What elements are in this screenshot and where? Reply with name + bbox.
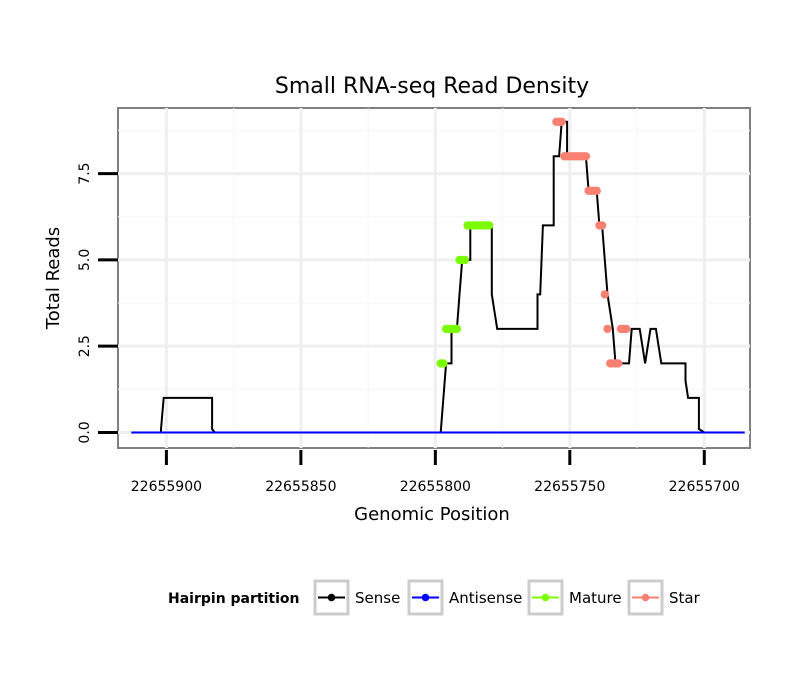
legend-key-marker — [327, 593, 336, 602]
data-point-star — [581, 152, 591, 161]
legend: Hairpin partition Sense Antisense Mature St… — [168, 579, 701, 616]
legend-item-star: Star — [627, 579, 701, 616]
x-tick-label: 22655700 — [669, 479, 740, 495]
axes: 22655900 22655850 22655800 22655750 22655700… — [77, 162, 740, 495]
x-axis-title: Genomic Position — [354, 504, 510, 525]
points-layer — [436, 117, 631, 368]
data-point-mature — [439, 359, 448, 368]
legend-item-antisense: Antisense — [407, 579, 522, 616]
y-tick-label: 2.5 — [77, 335, 93, 357]
data-point-mature — [452, 324, 462, 334]
legend-item-label: Mature — [569, 589, 622, 607]
x-tick-label: 22655800 — [400, 479, 471, 495]
y-tick-label: 7.5 — [77, 162, 93, 184]
legend-item-label: Star — [669, 589, 701, 607]
y-tick-label: 5.0 — [77, 249, 93, 271]
x-tick-label: 22655750 — [534, 479, 605, 495]
data-point-star — [597, 221, 607, 230]
legend-item-label: Sense — [355, 589, 400, 607]
legend-item-mature: Mature — [527, 579, 622, 616]
data-point-star — [592, 186, 601, 195]
legend-title: Hairpin partition — [168, 591, 299, 607]
chart-title: Small RNA-seq Read Density — [275, 74, 589, 99]
legend-key-marker — [421, 593, 430, 602]
data-point-star — [622, 324, 631, 334]
y-tick-label: 0.0 — [77, 421, 93, 443]
data-point-star — [557, 117, 566, 127]
legend-key-marker — [541, 593, 550, 602]
x-tick-label: 22655850 — [265, 479, 336, 495]
data-point-star — [600, 290, 609, 299]
legend-item-sense: Sense — [313, 579, 400, 616]
legend-item-label: Antisense — [449, 589, 522, 607]
y-axis-title: Total Reads — [43, 227, 64, 330]
data-point-star — [603, 324, 612, 334]
data-point-mature — [460, 255, 470, 265]
data-point-star — [614, 359, 623, 368]
legend-key-marker — [641, 593, 650, 602]
x-tick-label: 22655900 — [131, 479, 202, 495]
data-point-mature — [484, 221, 494, 230]
